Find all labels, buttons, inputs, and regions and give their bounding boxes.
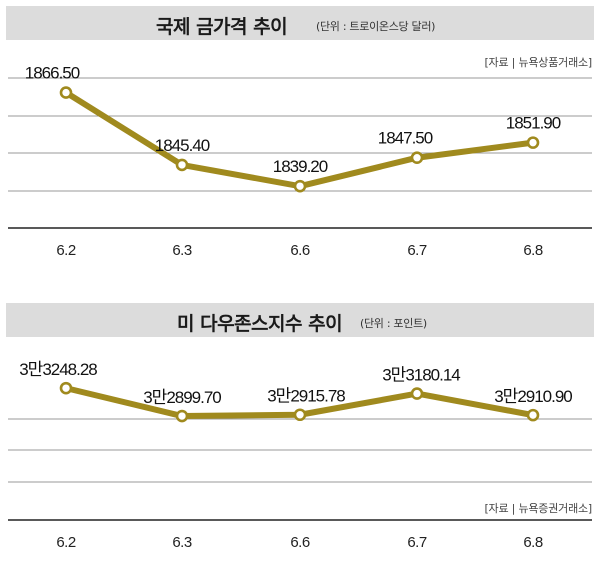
chart2-point-6.2: [59, 381, 73, 395]
chart2-point-6.3: [175, 409, 189, 423]
chart2-data-label-6.8: 3만2910.90: [494, 387, 572, 406]
chart2-x-tick-6.7: 6.7: [407, 534, 427, 551]
chart2-point-6.8: [526, 408, 540, 422]
chart1-x-tick-6.3: 6.3: [172, 242, 192, 259]
chart1-point-6.2: [59, 86, 73, 99]
chart2-data-label-6.7: 3만3180.14: [382, 366, 460, 385]
chart2-x-tick-6.6: 6.6: [290, 534, 310, 551]
chart1-data-label-6.7: 1847.50: [378, 129, 433, 148]
chart2-point-6.6: [293, 408, 307, 422]
chart2-unit-note: (단위 : 포인트): [360, 317, 427, 330]
chart1-x-tick-6.6: 6.6: [290, 242, 310, 259]
chart2-point-6.7: [410, 387, 424, 400]
chart2-title-bar: 미 다우존스지수 추이 (단위 : 포인트): [6, 303, 594, 337]
chart2-title: 미 다우존스지수 추이: [177, 313, 343, 335]
chart1-point-6.7: [410, 151, 424, 165]
chart2-data-label-6.6: 3만2915.78: [267, 387, 345, 406]
chart1-source: [자료 | 뉴욕상품거래소]: [484, 56, 592, 69]
chart2-x-tick-6.2: 6.2: [56, 534, 76, 551]
chart1-point-6.8: [526, 136, 540, 149]
chart2-x-tick-6.8: 6.8: [523, 534, 543, 551]
chart1-title: 국제 금가격 추이: [156, 16, 288, 38]
chart1-x-tick-6.7: 6.7: [407, 242, 427, 259]
chart1-title-bar: 국제 금가격 추이 (단위 : 트로이온스당 달러): [6, 6, 594, 40]
chart2-source: [자료 | 뉴욕증권거래소]: [484, 502, 592, 515]
chart1-unit-note: (단위 : 트로이온스당 달러): [316, 20, 436, 33]
chart1-point-6.3: [175, 158, 189, 172]
chart1-x-tick-6.8: 6.8: [523, 242, 543, 259]
chart2-data-label-6.2: 3만3248.28: [19, 360, 97, 379]
chart1-data-label-6.8: 1851.90: [506, 114, 561, 133]
chart1-point-6.6: [293, 179, 307, 193]
chart1-data-label-6.3: 1845.40: [155, 136, 210, 155]
chart2-data-label-6.3: 3만2899.70: [143, 388, 221, 407]
chart1-x-tick-6.2: 6.2: [56, 242, 76, 259]
chart1-data-label-6.6: 1839.20: [273, 157, 328, 176]
chart2-x-tick-6.3: 6.3: [172, 534, 192, 551]
chart1-data-label-6.2: 1866.50: [25, 64, 80, 83]
